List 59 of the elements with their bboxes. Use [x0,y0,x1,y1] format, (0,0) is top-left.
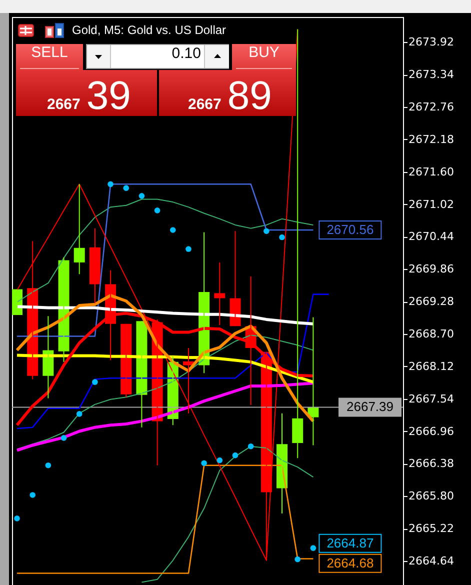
point [264,228,270,234]
point [14,516,20,522]
data-label: 2664.87 [326,535,374,550]
point [216,457,223,464]
ref-line-label: 2667.39 [346,399,394,414]
point [279,234,285,240]
candlestick [74,184,85,275]
buy-button: BUY [232,44,296,70]
y-tick-label: 2665.22 [408,522,454,536]
point [201,460,207,466]
y-tick-label: 2673.34 [408,68,454,82]
annotation: SELL [20,44,79,69]
text: Gold, M5: Gold vs. US Dollar [72,23,226,37]
y-tick-label: 2666.38 [408,457,454,470]
point [45,462,52,468]
y-tick-label: 2664.64 [408,554,454,568]
line-series [16,305,315,326]
point [186,246,192,252]
point [123,185,130,191]
annotation: 0.10 [170,45,201,64]
y-tick-label: 2669.86 [408,262,454,276]
sell-price-button: 2667 39 [16,70,157,116]
line-series [16,382,315,452]
candlestick [292,28,304,459]
data-label: 2670.56 [326,222,374,237]
data-label: 2664.68 [326,555,374,570]
annotation: BUY [236,44,292,69]
point [294,556,301,562]
buy-price-button: 2667 89 [159,70,296,116]
point [138,192,145,199]
y-tick-label: 2673.92 [408,36,454,49]
y-tick-label: 2666.96 [408,424,454,438]
point [248,443,254,450]
point [92,379,98,385]
y-tick-label: 2671.02 [408,198,454,211]
annotation: 39 [86,74,131,118]
y-tick-label: 2672.76 [408,100,454,114]
y-tick-label: 2670.44 [408,230,454,244]
annotation: 2667 [47,96,80,113]
y-tick-label: 2668.70 [408,327,454,340]
y-tick-label: 2672.18 [408,132,454,146]
y-tick-label: 2665.80 [408,490,454,503]
lot-size-field: 0.10 [86,44,229,69]
point [76,411,82,417]
point [154,208,160,214]
sell-button: SELL [16,44,83,70]
y-tick-label: 2667.54 [408,392,454,406]
candlestick [214,262,226,326]
point [310,545,316,552]
y-tick-label: 2668.12 [408,360,454,373]
y-tick-label: 2669.28 [408,295,454,308]
point [60,435,67,441]
annotation: 2667 [188,96,222,113]
point [30,492,36,498]
point [108,181,114,188]
point [170,227,176,233]
annotation: 89 [227,74,272,118]
y-tick-label: 2671.60 [408,165,454,178]
point [232,452,238,458]
